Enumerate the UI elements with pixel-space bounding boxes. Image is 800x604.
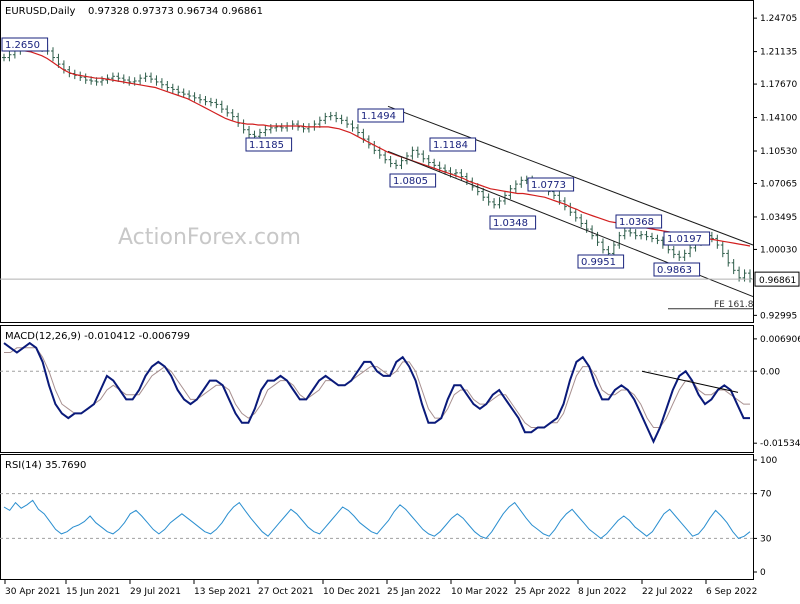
- rsi-y-tick-label: 100: [760, 456, 777, 466]
- price-annotation-label: 0.9863: [657, 265, 692, 276]
- x-tick-label: 27 Oct 2021: [258, 587, 314, 597]
- rsi-layer: RSI(14) 35.7690: [0, 460, 753, 540]
- price-annotation-label: 1.0368: [619, 217, 654, 228]
- price-y-tick-label: 0.96861: [759, 276, 796, 286]
- x-tick-label: 6 Sep 2022: [706, 587, 757, 597]
- macd-line: [3, 341, 750, 445]
- price-annotation-label: 1.1184: [433, 140, 468, 151]
- x-tick-label: 25 Apr 2022: [515, 587, 571, 597]
- macd-panel-frame: [0, 325, 754, 453]
- price-annotation-label: 1.2650: [5, 40, 40, 51]
- channel-upper-line: [387, 105, 754, 246]
- x-tick-label: 30 Apr 2021: [5, 587, 61, 597]
- rsi-y-tick-label: 70: [760, 490, 772, 500]
- price-y-tick-label: 1.03495: [760, 213, 797, 223]
- price-y-tick-label: 0.92995: [760, 311, 797, 321]
- macd-layer: MACD(12,26,9) -0.010412 -0.006799: [0, 331, 753, 445]
- price-annotation-label: 1.0348: [493, 218, 528, 229]
- price-y-tick-label: 1.21135: [760, 48, 797, 58]
- price-annotation-box: [389, 173, 437, 188]
- macd-title: MACD(12,26,9) -0.010412 -0.006799: [5, 331, 190, 342]
- price-annotation-box: [527, 177, 575, 192]
- price-y-tick-label: 1.24705: [760, 14, 797, 24]
- fib-label: FE 161.8: [714, 300, 754, 310]
- price-y-tick-label: 1.07065: [760, 179, 797, 189]
- axis-layer: 1.24705 1.21135 1.17670 1.14100 1.10530 1.070…: [4, 14, 800, 597]
- macd-signal-line: [4, 347, 750, 428]
- price-panel-frame: [0, 0, 754, 323]
- price-annotation-label: 1.0773: [531, 180, 566, 191]
- price-annotation-label: 0.9951: [581, 257, 616, 268]
- x-tick-label: 15 Jun 2021: [66, 587, 120, 597]
- macd-y-tick-label: -0.015348: [760, 439, 800, 449]
- macd-y-tick-label: 0.006906: [760, 335, 800, 345]
- rsi-title: RSI(14) 35.7690: [5, 460, 86, 471]
- price-annotation-label: 1.1494: [361, 111, 396, 122]
- price-annotation-label: 1.0805: [393, 176, 428, 187]
- price-annotation-box: [357, 108, 405, 123]
- last-price-box: [754, 271, 800, 287]
- price-annotation-box: [489, 215, 537, 230]
- price-y-tick-label: 1.14100: [760, 114, 797, 124]
- price-annotation-label: 1.0197: [667, 234, 702, 245]
- x-tick-label: 29 Jul 2021: [130, 587, 181, 597]
- ohlc-label: 0.97328 0.97373 0.96734 0.96861: [88, 6, 263, 17]
- macd-y-tick-label: 0.00: [760, 367, 780, 377]
- rsi-y-tick-label: 30: [760, 534, 772, 544]
- price-annotation-box: [429, 137, 477, 152]
- price-annotation-box: [653, 262, 701, 277]
- price-layer: FE 161.8 1.2650 1.1185 1.1494 1.0805 1.1184 1.…: [0, 37, 754, 310]
- watermark: ActionForex.com: [118, 225, 301, 250]
- x-tick-label: 25 Jan 2022: [387, 587, 441, 597]
- rsi-line: [3, 499, 751, 540]
- symbol-label: EURUSD,Daily: [5, 6, 76, 17]
- price-annotation-label: 1.1185: [249, 140, 284, 151]
- rsi-panel-frame: [0, 454, 754, 580]
- price-annotation-box: [245, 137, 293, 152]
- price-annotation-box: [577, 254, 625, 269]
- x-tick-label: 22 Jul 2022: [642, 587, 693, 597]
- rsi-y-tick-label: 0: [760, 568, 766, 578]
- x-tick-label: 10 Mar 2022: [451, 587, 508, 597]
- price-y-tick-label: 1.10530: [760, 147, 797, 157]
- price-annotation-box: [615, 214, 663, 229]
- price-y-tick-label: 1.00030: [760, 245, 797, 255]
- price-y-tick-label: 1.17670: [760, 80, 797, 90]
- x-tick-label: 8 Jun 2022: [578, 587, 626, 597]
- price-annotation-box: [663, 231, 711, 246]
- macd-divergence-line: [641, 370, 739, 393]
- x-tick-label: 13 Sep 2021: [194, 587, 251, 597]
- x-tick-label: 10 Dec 2021: [323, 587, 381, 597]
- price-annotation-box: [1, 37, 49, 52]
